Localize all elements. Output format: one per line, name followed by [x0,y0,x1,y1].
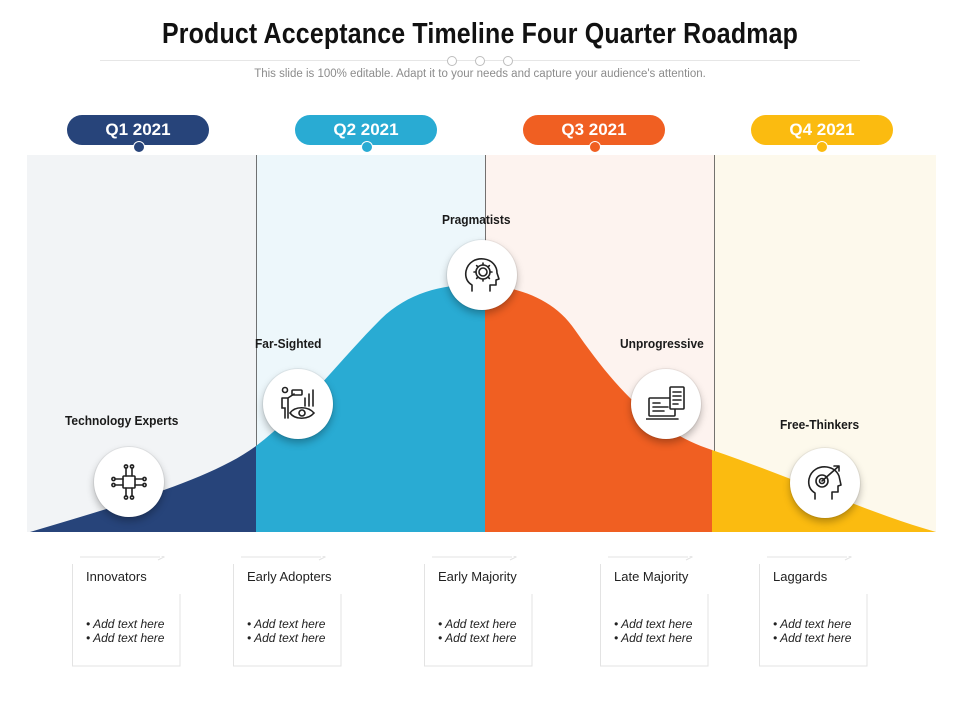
quarter-pill-q2: Q2 2021 [295,115,437,145]
quarter-pill-q1: Q1 2021 [67,115,209,145]
quarter-pill-q4: Q4 2021 [751,115,893,145]
quarter-marker-dot [589,141,601,153]
card-outline [759,556,868,667]
segment-bullets: • Add text here • Add text here [438,617,516,645]
segment-title: Late Majority [614,569,689,584]
card-outline [600,556,709,667]
bullet-item: • Add text here [773,617,852,631]
persona-label-unprogressive: Unprogressive [620,336,704,351]
quarter-marker-dot [361,141,373,153]
pager-dot [475,56,485,66]
curve-segment-early-adopters [256,284,485,532]
head-gear-icon [464,258,500,292]
bullet-item: • Add text here [86,631,165,645]
persona-badge-far-sighted [263,369,333,439]
quarter-divider [714,155,715,532]
quarter-marker-dot [816,141,828,153]
segment-card-laggards: Laggards • Add text here • Add text here [759,556,868,667]
curve-segment-innovators [30,446,256,532]
bullet-item: • Add text here [86,617,165,631]
head-target-arrow-icon [807,465,842,500]
persona-label-technology-experts: Technology Experts [65,413,179,428]
segment-title: Laggards [773,569,828,584]
curve-segment-laggards [712,450,936,532]
bullet-item: • Add text here [438,617,517,631]
persona-label-free-thinkers: Free-Thinkers [780,417,860,432]
page-title: Product Acceptance Timeline Four Quarter… [161,18,799,50]
segment-card-early-majority: Early Majority • Add text here • Add tex… [424,556,533,667]
binoculars-eye-chart-icon [281,386,316,420]
quarter-marker-dot [133,141,145,153]
segment-bullets: • Add text here • Add text here [773,617,851,645]
segment-title: Early Majority [438,569,517,584]
segment-bullets: • Add text here • Add text here [614,617,692,645]
screen-documents-icon [646,386,685,420]
quarter-pill-q3: Q3 2021 [523,115,665,145]
card-outline [233,556,342,667]
persona-badge-pragmatists [447,240,517,310]
bullet-item: • Add text here [247,617,326,631]
persona-badge-unprogressive [631,369,701,439]
persona-badge-free-thinkers [790,448,860,518]
persona-label-pragmatists: Pragmatists [442,212,511,227]
segment-title: Innovators [86,569,147,584]
curve-segment-majority [485,285,712,532]
pager-dot [503,56,513,66]
bullet-item: • Add text here [614,631,693,645]
pager-dot [447,56,457,66]
segment-card-innovators: Innovators • Add text here • Add text he… [72,556,181,667]
segment-card-early-adopters: Early Adopters • Add text here • Add tex… [233,556,342,667]
bullet-item: • Add text here [614,617,693,631]
segment-bullets: • Add text here • Add text here [247,617,325,645]
page-subtitle: This slide is 100% editable. Adapt it to… [254,68,706,80]
segment-title: Early Adopters [247,569,332,584]
bullet-item: • Add text here [773,631,852,645]
bullet-item: • Add text here [438,631,517,645]
segment-card-late-majority: Late Majority • Add text here • Add text… [600,556,709,667]
persona-badge-technology-experts [94,447,164,517]
quarter-divider [256,155,257,532]
segment-bullets: • Add text here • Add text here [86,617,164,645]
card-outline [72,556,181,667]
circuit-icon [111,464,147,500]
card-outline [424,556,533,667]
bullet-item: • Add text here [247,631,326,645]
persona-label-far-sighted: Far-Sighted [255,336,322,351]
